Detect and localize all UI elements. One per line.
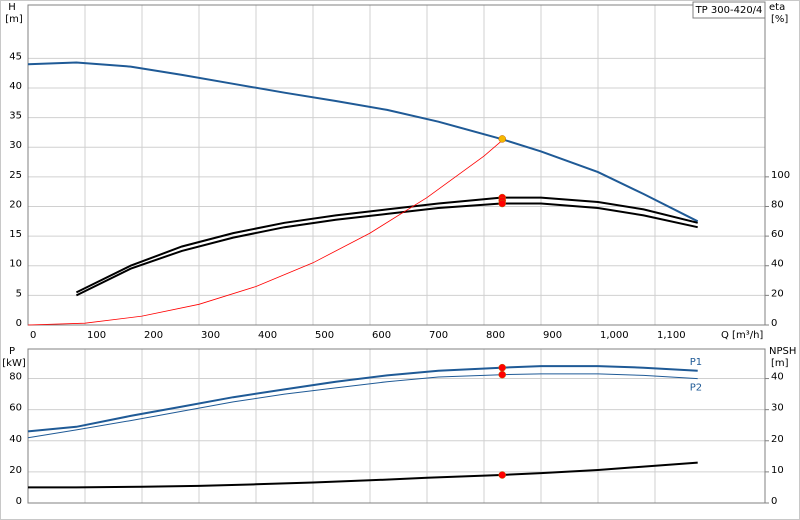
y-tick-label: 0: [16, 496, 22, 507]
y-tick-label: 10: [9, 259, 22, 270]
y2-tick-label: 40: [771, 259, 784, 270]
x-tick-label: 700: [429, 330, 448, 341]
y2-tick-label: 20: [771, 288, 784, 299]
x-tick-label: 100: [87, 330, 106, 341]
y2-axis-label: NPSH: [769, 346, 796, 357]
y2-tick-label: 20: [771, 434, 784, 445]
x-tick-label: 800: [486, 330, 505, 341]
y-axis-label: P: [9, 346, 15, 357]
y2-tick-label: 0: [771, 318, 777, 329]
y-tick-label: 80: [9, 372, 22, 383]
y2-tick-label: 30: [771, 403, 784, 414]
y2-tick-label: 60: [771, 229, 784, 240]
y-tick-label: 40: [9, 81, 22, 92]
series-label: P1: [690, 357, 702, 368]
series-line: [75, 196, 698, 294]
y-tick-label: 60: [9, 403, 22, 414]
operating-point: [498, 199, 506, 208]
x-tick-label: 600: [372, 330, 391, 341]
x-tick-label: 900: [543, 330, 562, 341]
x-tick-label: 1,100: [657, 330, 686, 341]
y-tick-label: 20: [9, 199, 22, 210]
y-axis-unit: [m]: [5, 14, 23, 25]
y2-axis-label: eta: [769, 2, 785, 13]
y2-axis-unit: [%]: [771, 14, 788, 25]
operating-point: [498, 363, 506, 372]
title-box: [692, 1, 766, 19]
y2-tick-label: 10: [771, 465, 784, 476]
y-axis-label: H: [8, 2, 16, 13]
y-tick-label: 20: [9, 465, 22, 476]
y2-tick-label: 80: [771, 199, 784, 210]
y-tick-label: 25: [9, 170, 22, 181]
operating-point: [498, 370, 506, 379]
x-tick-label: 0: [30, 330, 36, 341]
y2-tick-label: 0: [771, 496, 777, 507]
operating-point: [498, 135, 506, 143]
x-tick-label: 1,000: [600, 330, 629, 341]
series-line: [27, 61, 699, 223]
y-tick-label: 0: [16, 318, 22, 329]
y2-axis-unit: [m]: [771, 358, 789, 369]
series-line: [27, 373, 698, 439]
y-tick-label: 35: [9, 111, 22, 122]
x-tick-label: 300: [201, 330, 220, 341]
series-line: [28, 461, 698, 489]
y-tick-label: 45: [9, 51, 22, 62]
y-axis-unit: [kW]: [2, 358, 26, 369]
y2-tick-label: 100: [771, 170, 790, 181]
chart-title: TP 300-420/4: [695, 5, 763, 16]
series-line: [75, 202, 698, 297]
series-line: [27, 138, 505, 326]
y-tick-label: 15: [9, 229, 22, 240]
plot-frame: [27, 4, 766, 326]
operating-point: [498, 471, 506, 479]
series-line: [27, 365, 698, 433]
y2-tick-label: 40: [771, 372, 784, 383]
x-axis-label: Q [m³/h]: [721, 330, 763, 341]
y-tick-label: 40: [9, 434, 22, 445]
x-tick-label: 500: [315, 330, 334, 341]
x-tick-label: 200: [144, 330, 163, 341]
series-label: P2: [690, 383, 702, 394]
plot-frame: [27, 348, 766, 504]
y-tick-label: 5: [16, 288, 22, 299]
y-tick-label: 30: [9, 140, 22, 151]
x-tick-label: 400: [258, 330, 277, 341]
